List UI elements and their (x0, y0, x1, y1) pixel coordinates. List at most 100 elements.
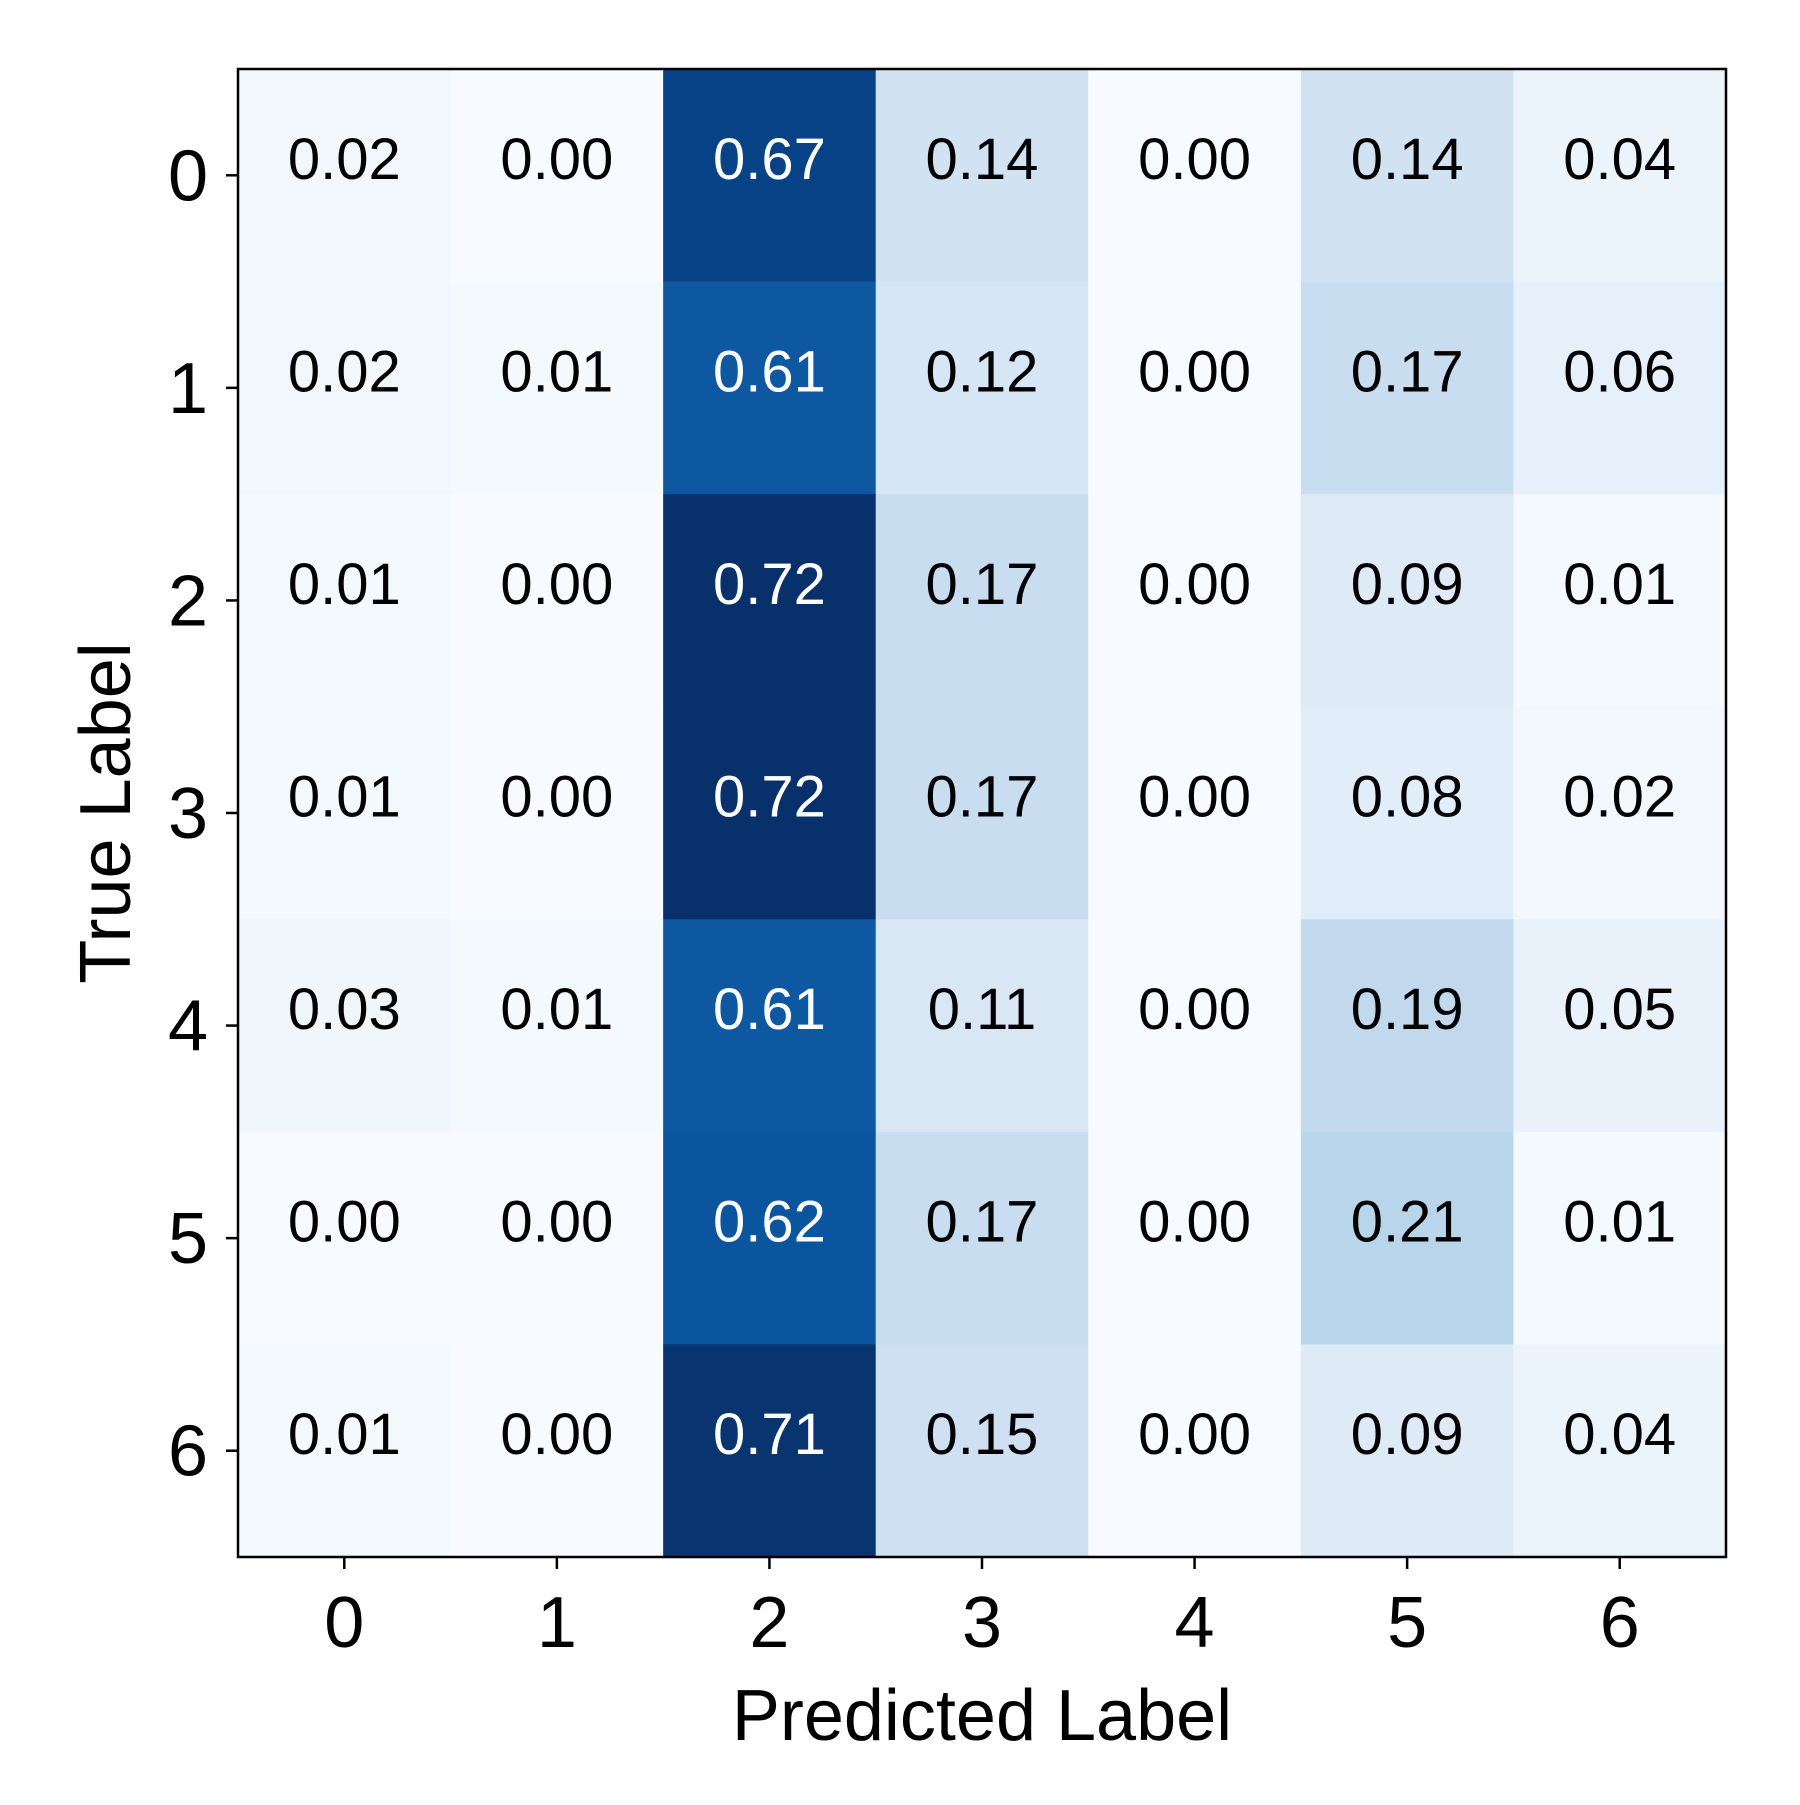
heatmap-cell-r6-c2 (663, 1344, 877, 1558)
heatmap-cell-r2-c5 (1300, 494, 1514, 708)
cell-label-r2-c6: 0.01 (1563, 552, 1676, 617)
heatmap-cell-r1-c5 (1300, 281, 1514, 495)
heatmap-cell-r5-c5 (1300, 1131, 1514, 1345)
y-tick-label-0: 0 (168, 136, 208, 216)
heatmap-cell-r4-c1 (450, 919, 664, 1133)
heatmap-cell-r0-c5 (1300, 69, 1514, 283)
cell-label-r5-c1: 0.00 (500, 1190, 613, 1255)
cell-label-r2-c4: 0.00 (1138, 552, 1251, 617)
cell-label-r1-c6: 0.06 (1563, 339, 1676, 404)
cell-label-r6-c1: 0.00 (500, 1402, 613, 1467)
heatmap-cell-r1-c0 (238, 281, 452, 495)
y-tick-label-4: 4 (168, 987, 208, 1067)
heatmap-cell-r1-c4 (1088, 281, 1302, 495)
cell-label-r3-c4: 0.00 (1138, 765, 1251, 830)
cell-label-r2-c3: 0.17 (926, 552, 1039, 617)
heatmap-cell-r4-c0 (238, 919, 452, 1133)
heatmap-cell-r2-c6 (1513, 494, 1727, 708)
cell-label-r0-c3: 0.14 (926, 127, 1039, 192)
cell-label-r6-c6: 0.04 (1563, 1402, 1676, 1467)
heatmap-cell-r5-c1 (450, 1131, 664, 1345)
heatmap-cell-r3-c2 (663, 706, 877, 920)
cell-label-r3-c6: 0.02 (1563, 765, 1676, 830)
x-tick-label-0: 0 (324, 1583, 364, 1663)
cell-label-r3-c1: 0.00 (500, 765, 613, 830)
cell-label-r5-c3: 0.17 (926, 1190, 1039, 1255)
heatmap-cell-r2-c1 (450, 494, 664, 708)
heatmap-cell-r4-c6 (1513, 919, 1727, 1133)
x-axis-ticks: 0 1 2 3 4 5 6 (324, 1557, 1640, 1663)
y-axis-ticks: 0 1 2 3 4 5 6 (168, 136, 238, 1492)
cell-label-r0-c5: 0.14 (1351, 127, 1464, 192)
heatmap-cell-r0-c3 (875, 69, 1089, 283)
cell-label-r1-c1: 0.01 (500, 339, 613, 404)
heatmap-cell-r4-c4 (1088, 919, 1302, 1133)
heatmap-cell-r4-c3 (875, 919, 1089, 1133)
heatmap-cell-r3-c4 (1088, 706, 1302, 920)
heatmap-cell-r3-c1 (450, 706, 664, 920)
x-tick-label-5: 5 (1387, 1583, 1427, 1663)
cell-label-r0-c6: 0.04 (1563, 127, 1676, 192)
cell-label-r0-c1: 0.00 (500, 127, 613, 192)
heatmap-cell-r6-c5 (1300, 1344, 1514, 1558)
cell-label-r0-c0: 0.02 (288, 127, 401, 192)
x-axis-label: Predicted Label (732, 1676, 1232, 1756)
cell-label-r4-c0: 0.03 (288, 977, 401, 1042)
cell-label-r4-c2: 0.61 (713, 977, 826, 1042)
y-tick-label-5: 5 (168, 1199, 208, 1279)
x-tick-label-6: 6 (1600, 1583, 1640, 1663)
y-tick-label-6: 6 (168, 1412, 208, 1492)
heatmap-cell-r3-c3 (875, 706, 1089, 920)
heatmap-cell-r1-c1 (450, 281, 664, 495)
cell-label-r6-c5: 0.09 (1351, 1402, 1464, 1467)
y-tick-label-3: 3 (168, 774, 208, 854)
heatmap-cell-r6-c4 (1088, 1344, 1302, 1558)
cell-label-r5-c2: 0.62 (713, 1190, 826, 1255)
cell-label-r2-c0: 0.01 (288, 552, 401, 617)
heatmap-cell-r6-c1 (450, 1344, 664, 1558)
heatmap-cell-r5-c0 (238, 1131, 452, 1345)
heatmap-cell-r1-c3 (875, 281, 1089, 495)
cell-label-r2-c5: 0.09 (1351, 552, 1464, 617)
heatmap-cell-r0-c1 (450, 69, 664, 283)
cell-label-r3-c2: 0.72 (713, 765, 826, 830)
heatmap-cell-r1-c6 (1513, 281, 1727, 495)
cell-label-r6-c0: 0.01 (288, 1402, 401, 1467)
heatmap-cell-r1-c2 (663, 281, 877, 495)
cell-label-r1-c2: 0.61 (713, 339, 826, 404)
cell-label-r2-c2: 0.72 (713, 552, 826, 617)
heatmap-cell-r5-c6 (1513, 1131, 1727, 1345)
cell-value-labels: 0.02 0.00 0.67 0.14 0.00 0.14 0.04 0.02 0.01 0.61… (288, 127, 1676, 1467)
heatmap-cell-r3-c5 (1300, 706, 1514, 920)
cell-label-r6-c4: 0.00 (1138, 1402, 1251, 1467)
x-tick-label-2: 2 (749, 1583, 789, 1663)
heatmap-cell-r6-c6 (1513, 1344, 1727, 1558)
heatmap-cell-r6-c3 (875, 1344, 1089, 1558)
cell-label-r4-c6: 0.05 (1563, 977, 1676, 1042)
heatmap-cell-r2-c4 (1088, 494, 1302, 708)
heatmap-cells (238, 69, 1727, 1558)
heatmap-cell-r4-c5 (1300, 919, 1514, 1133)
cell-label-r1-c3: 0.12 (926, 339, 1039, 404)
heatmap-cell-r3-c0 (238, 706, 452, 920)
cell-label-r1-c4: 0.00 (1138, 339, 1251, 404)
heatmap-cell-r0-c0 (238, 69, 452, 283)
heatmap-cell-r3-c6 (1513, 706, 1727, 920)
cell-label-r4-c4: 0.00 (1138, 977, 1251, 1042)
y-tick-label-2: 2 (168, 561, 208, 641)
heatmap-cell-r5-c4 (1088, 1131, 1302, 1345)
heatmap-cell-r5-c3 (875, 1131, 1089, 1345)
x-tick-label-4: 4 (1175, 1583, 1215, 1663)
y-tick-label-1: 1 (168, 349, 208, 429)
heatmap-cell-r0-c2 (663, 69, 877, 283)
heatmap-cell-r0-c6 (1513, 69, 1727, 283)
cell-label-r4-c3: 0.11 (928, 977, 1037, 1042)
heatmap-cell-r2-c0 (238, 494, 452, 708)
cell-label-r5-c4: 0.00 (1138, 1190, 1251, 1255)
cell-label-r0-c4: 0.00 (1138, 127, 1251, 192)
cell-label-r2-c1: 0.00 (500, 552, 613, 617)
heatmap-cell-r6-c0 (238, 1344, 452, 1558)
x-tick-label-3: 3 (962, 1583, 1002, 1663)
